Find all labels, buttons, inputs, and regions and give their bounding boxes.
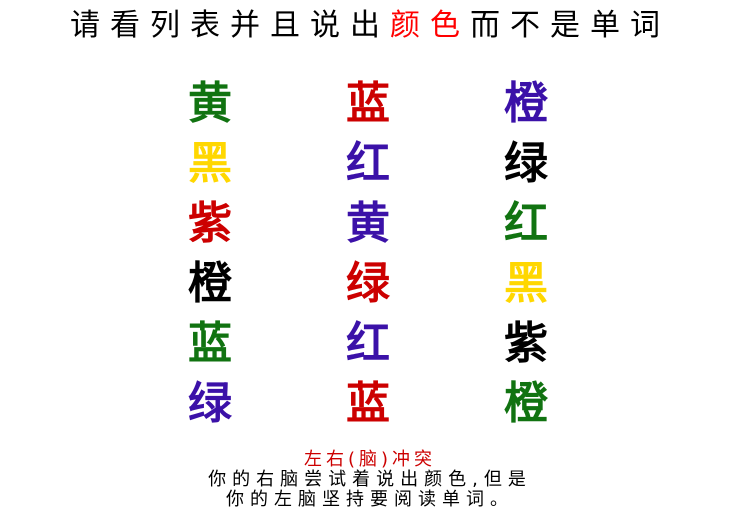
grid-word: 紫	[188, 198, 232, 249]
grid-word: 蓝	[346, 378, 390, 429]
grid-word: 蓝	[188, 318, 232, 369]
grid-word: 红	[346, 318, 390, 369]
grid-word: 红	[504, 198, 548, 249]
grid-word: 红	[346, 138, 390, 189]
grid-word: 黑	[504, 258, 548, 309]
grid-word: 橙	[188, 258, 232, 309]
caption-line-1: 你的右脑尝试着说出颜色,但是	[208, 469, 532, 490]
grid-word: 橙	[504, 78, 548, 129]
grid-word: 蓝	[346, 78, 390, 129]
grid-word: 黄	[346, 198, 390, 249]
grid-word: 绿	[504, 138, 548, 189]
caption-heading: 左右(脑)冲突	[303, 449, 437, 470]
grid-word: 黄	[188, 78, 232, 129]
grid-word: 绿	[188, 378, 232, 429]
grid-word: 紫	[504, 318, 548, 369]
page-title: 请看列表并且说出颜色而不是单词	[0, 6, 740, 46]
grid-word: 黑	[188, 138, 232, 189]
caption-line-2: 你的左脑坚持要阅读单词。	[226, 489, 514, 510]
title-highlight: 颜色	[390, 8, 470, 43]
grid-word: 橙	[504, 378, 548, 429]
word-color-grid: 黄黑紫橙蓝绿蓝红黄绿红蓝橙绿红黑紫橙	[0, 76, 740, 436]
title-suffix: 而不是单词	[470, 8, 670, 43]
title-prefix: 请看列表并且说出	[70, 8, 390, 43]
grid-word: 绿	[346, 258, 390, 309]
